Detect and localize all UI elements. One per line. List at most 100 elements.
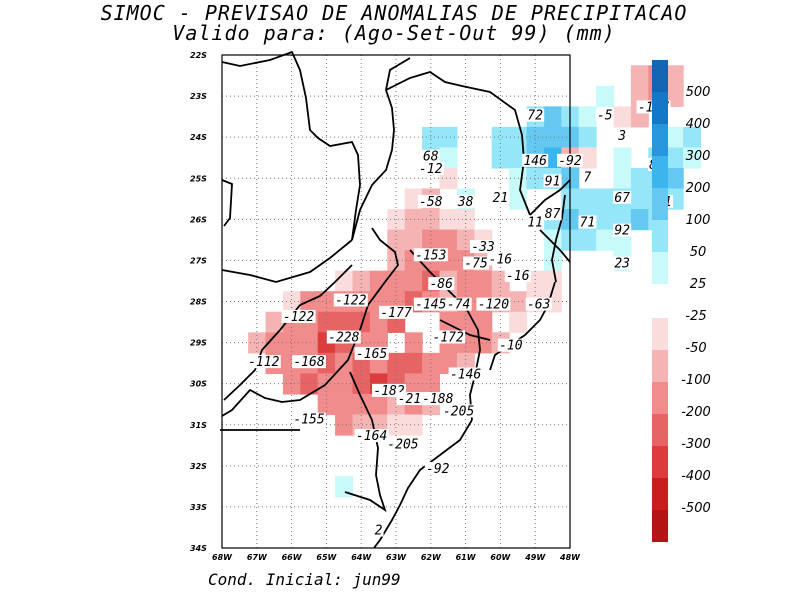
legend-swatch-negative (652, 414, 668, 446)
value-label: -5 (597, 109, 613, 124)
legend-label-negative: -400 (681, 469, 711, 484)
legend-swatch-positive (652, 92, 668, 124)
value-label-bg (281, 309, 316, 323)
anomaly-cell (613, 106, 632, 128)
anomaly-cell (317, 393, 336, 416)
value-label: 23 (614, 257, 630, 272)
anomaly-cell (474, 332, 493, 354)
value-label: -205 (387, 437, 418, 452)
anomaly-cell (369, 393, 388, 416)
value-label: -92 (558, 154, 582, 169)
legend-swatch-positive (652, 188, 668, 220)
value-label: -146 (450, 367, 481, 382)
lon-tick-label: 49W (524, 553, 546, 562)
value-label: 11 (527, 215, 543, 230)
value-label: -63 (527, 298, 550, 313)
legend-label-positive: 200 (686, 181, 711, 196)
value-label-bg (424, 461, 451, 475)
value-label-bg (333, 293, 368, 307)
value-label: -228 (328, 330, 359, 345)
anomaly-cell (439, 209, 458, 231)
border-line (299, 264, 353, 306)
lat-tick-label: 23S (190, 92, 207, 101)
value-label: -145 (415, 298, 446, 313)
value-label-bg (354, 429, 389, 443)
anomaly-cell (526, 126, 545, 149)
value-label: 92 (614, 224, 630, 239)
legend-swatch-negative (652, 446, 668, 478)
lat-tick-label: 27S (190, 256, 207, 265)
value-label: 68 (423, 150, 439, 165)
value-label-bg (448, 367, 483, 381)
legend-swatch-positive (652, 156, 668, 188)
anomaly-cell (439, 167, 458, 190)
value-label-bg (445, 297, 472, 311)
anomaly-cell (491, 147, 510, 169)
value-label-bg (431, 330, 466, 344)
value-label-bg (456, 194, 475, 208)
value-label: -112 (248, 355, 279, 370)
lat-tick-label: 32S (190, 462, 207, 471)
value-label: -165 (356, 347, 387, 362)
lat-tick-label: 25S (190, 174, 207, 183)
value-label-bg (613, 223, 632, 237)
anomaly-cell (404, 229, 423, 251)
border-line (221, 179, 233, 227)
value-label-bg (470, 240, 496, 254)
anomaly-cell (335, 373, 354, 395)
legend-label-positive: 25 (690, 277, 707, 292)
map-subtitle: Valido para: (Ago-Set-Out 99) (mm) (172, 21, 616, 45)
anomaly-cell (596, 229, 615, 251)
value-label-bg (525, 297, 552, 311)
border-line (439, 319, 491, 341)
anomaly-cell (317, 311, 336, 333)
value-label: 67 (614, 191, 630, 206)
value-label-bg (326, 330, 361, 344)
anomaly-cell (404, 373, 423, 395)
legend-swatch-negative (652, 382, 668, 414)
anomaly-cell (422, 126, 441, 149)
value-label: -120 (478, 298, 509, 313)
anomaly-cell (596, 85, 615, 107)
legend-swatch-negative (652, 510, 668, 542)
anomaly-cell (404, 209, 423, 231)
anomaly-cell (578, 147, 597, 169)
map-title: SIMOC - PREVISAO DE ANOMALIAS DE PRECIPI… (100, 1, 688, 25)
anomaly-cell (683, 147, 702, 169)
anomaly-cell (335, 270, 354, 292)
value-label-bg (543, 207, 562, 221)
anomaly-cell (526, 270, 545, 292)
anomaly-cell (335, 311, 354, 333)
lon-tick-label: 61W (456, 553, 477, 562)
value-label: -205 (443, 404, 474, 419)
border-line (344, 371, 387, 513)
anomaly-cell (387, 414, 406, 436)
border-line (351, 57, 411, 241)
value-label: -92 (426, 462, 450, 477)
longitude-labels: 68W 67W 66W 65W 64W 63W 62W 61W 60W 49W 48W (212, 553, 581, 562)
anomaly-cell (248, 332, 267, 354)
value-label: -168 (293, 355, 324, 370)
legend-label-positive: 500 (686, 85, 711, 100)
value-label-bg (354, 346, 389, 360)
legend-label-negative: -25 (685, 309, 706, 324)
value-label-bg (557, 153, 583, 167)
value-label: 71 (580, 215, 596, 230)
anomaly-cell (439, 229, 458, 251)
legend-label-positive: 50 (690, 245, 707, 260)
map-frame (221, 54, 571, 549)
anomaly-cell (300, 373, 319, 395)
anomaly-cell (596, 209, 615, 231)
lon-tick-label: 63W (386, 553, 407, 562)
value-label-bg (617, 129, 628, 143)
anomaly-cell (404, 414, 423, 436)
border-line (539, 229, 571, 263)
anomaly-cell (352, 311, 371, 333)
anomaly-cell (282, 332, 301, 354)
value-label: 87 (545, 207, 561, 222)
anomaly-cell (509, 188, 528, 210)
value-label-bg (420, 392, 455, 406)
anomaly-cell (387, 270, 406, 292)
value-label-bg (413, 297, 448, 311)
legend-swatch-negative (652, 318, 668, 350)
